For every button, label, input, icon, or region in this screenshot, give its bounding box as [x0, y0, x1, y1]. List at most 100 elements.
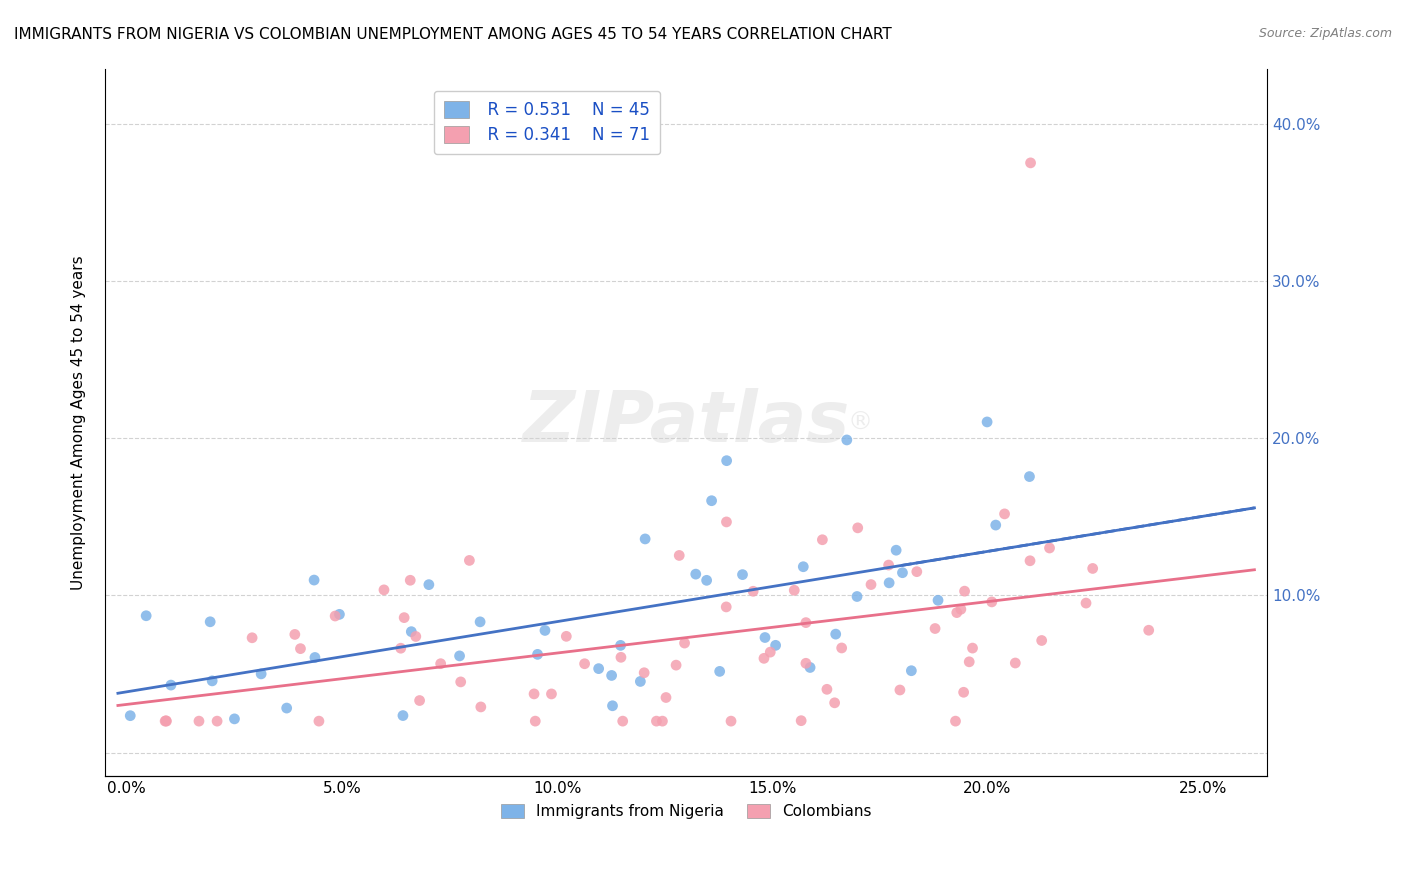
Point [877, 575, 900, 590]
Point [889, 683, 911, 698]
Point [276, 701, 298, 715]
Point [198, 615, 221, 629]
Point [1004, 656, 1026, 670]
Point [304, 650, 326, 665]
Point [759, 645, 782, 659]
Point [945, 606, 967, 620]
Point [962, 641, 984, 656]
Point [860, 577, 883, 591]
Point [700, 493, 723, 508]
Point [399, 574, 422, 588]
Point [900, 664, 922, 678]
Point [526, 648, 548, 662]
Point [720, 714, 742, 728]
Point [824, 627, 846, 641]
Point [792, 559, 814, 574]
Point [835, 433, 858, 447]
Point [984, 518, 1007, 533]
Point [600, 668, 623, 682]
Point [716, 453, 738, 467]
Point [790, 714, 813, 728]
Point [905, 565, 928, 579]
Text: ZIPatlas: ZIPatlas [523, 388, 849, 457]
Text: ®: ® [848, 410, 873, 434]
Point [742, 584, 765, 599]
Point [449, 648, 471, 663]
Point [731, 567, 754, 582]
Point [831, 640, 853, 655]
Point [120, 708, 142, 723]
Point [709, 665, 731, 679]
Point [1031, 633, 1053, 648]
Point [205, 714, 228, 728]
Point [1137, 624, 1160, 638]
Point [685, 567, 707, 582]
Point [783, 583, 806, 598]
Point [602, 698, 624, 713]
Point [389, 641, 412, 656]
Point [188, 714, 211, 728]
Point [655, 690, 678, 705]
Point [924, 622, 946, 636]
Point [752, 651, 775, 665]
Point [794, 615, 817, 630]
Point [884, 543, 907, 558]
Point [634, 532, 657, 546]
Point [794, 657, 817, 671]
Point [949, 602, 972, 616]
Point [815, 682, 838, 697]
Point [953, 584, 976, 599]
Point [891, 566, 914, 580]
Legend: Immigrants from Nigeria, Colombians: Immigrants from Nigeria, Colombians [495, 797, 877, 825]
Point [1018, 469, 1040, 483]
Point [224, 712, 246, 726]
Point [135, 608, 157, 623]
Point [201, 673, 224, 688]
Point [665, 658, 688, 673]
Point [957, 655, 980, 669]
Point [160, 678, 183, 692]
Point [392, 610, 415, 624]
Point [651, 714, 673, 728]
Point [645, 714, 668, 728]
Point [976, 415, 998, 429]
Point [716, 515, 738, 529]
Point [846, 521, 869, 535]
Point [418, 577, 440, 591]
Point [1038, 541, 1060, 555]
Point [668, 549, 690, 563]
Point [952, 685, 974, 699]
Point [470, 700, 492, 714]
Point [373, 582, 395, 597]
Point [824, 696, 846, 710]
Point [540, 687, 562, 701]
Point [612, 714, 634, 728]
Point [429, 657, 451, 671]
Point [846, 590, 869, 604]
Point [328, 607, 350, 622]
Point [308, 714, 330, 728]
Point [799, 660, 821, 674]
Point [609, 639, 631, 653]
Point [765, 638, 787, 652]
Point [811, 533, 834, 547]
Point [284, 627, 307, 641]
Point [633, 665, 655, 680]
Point [408, 693, 430, 707]
Point [1074, 596, 1097, 610]
Point [574, 657, 596, 671]
Point [754, 631, 776, 645]
Point [1019, 156, 1042, 170]
Point [302, 573, 325, 587]
Point [468, 615, 491, 629]
Point [673, 636, 696, 650]
Point [945, 714, 967, 728]
Point [980, 595, 1002, 609]
Point [716, 599, 738, 614]
Point [1081, 561, 1104, 575]
Point [290, 641, 312, 656]
Point [993, 507, 1015, 521]
Point [458, 553, 481, 567]
Point [155, 714, 177, 728]
Point [392, 708, 415, 723]
